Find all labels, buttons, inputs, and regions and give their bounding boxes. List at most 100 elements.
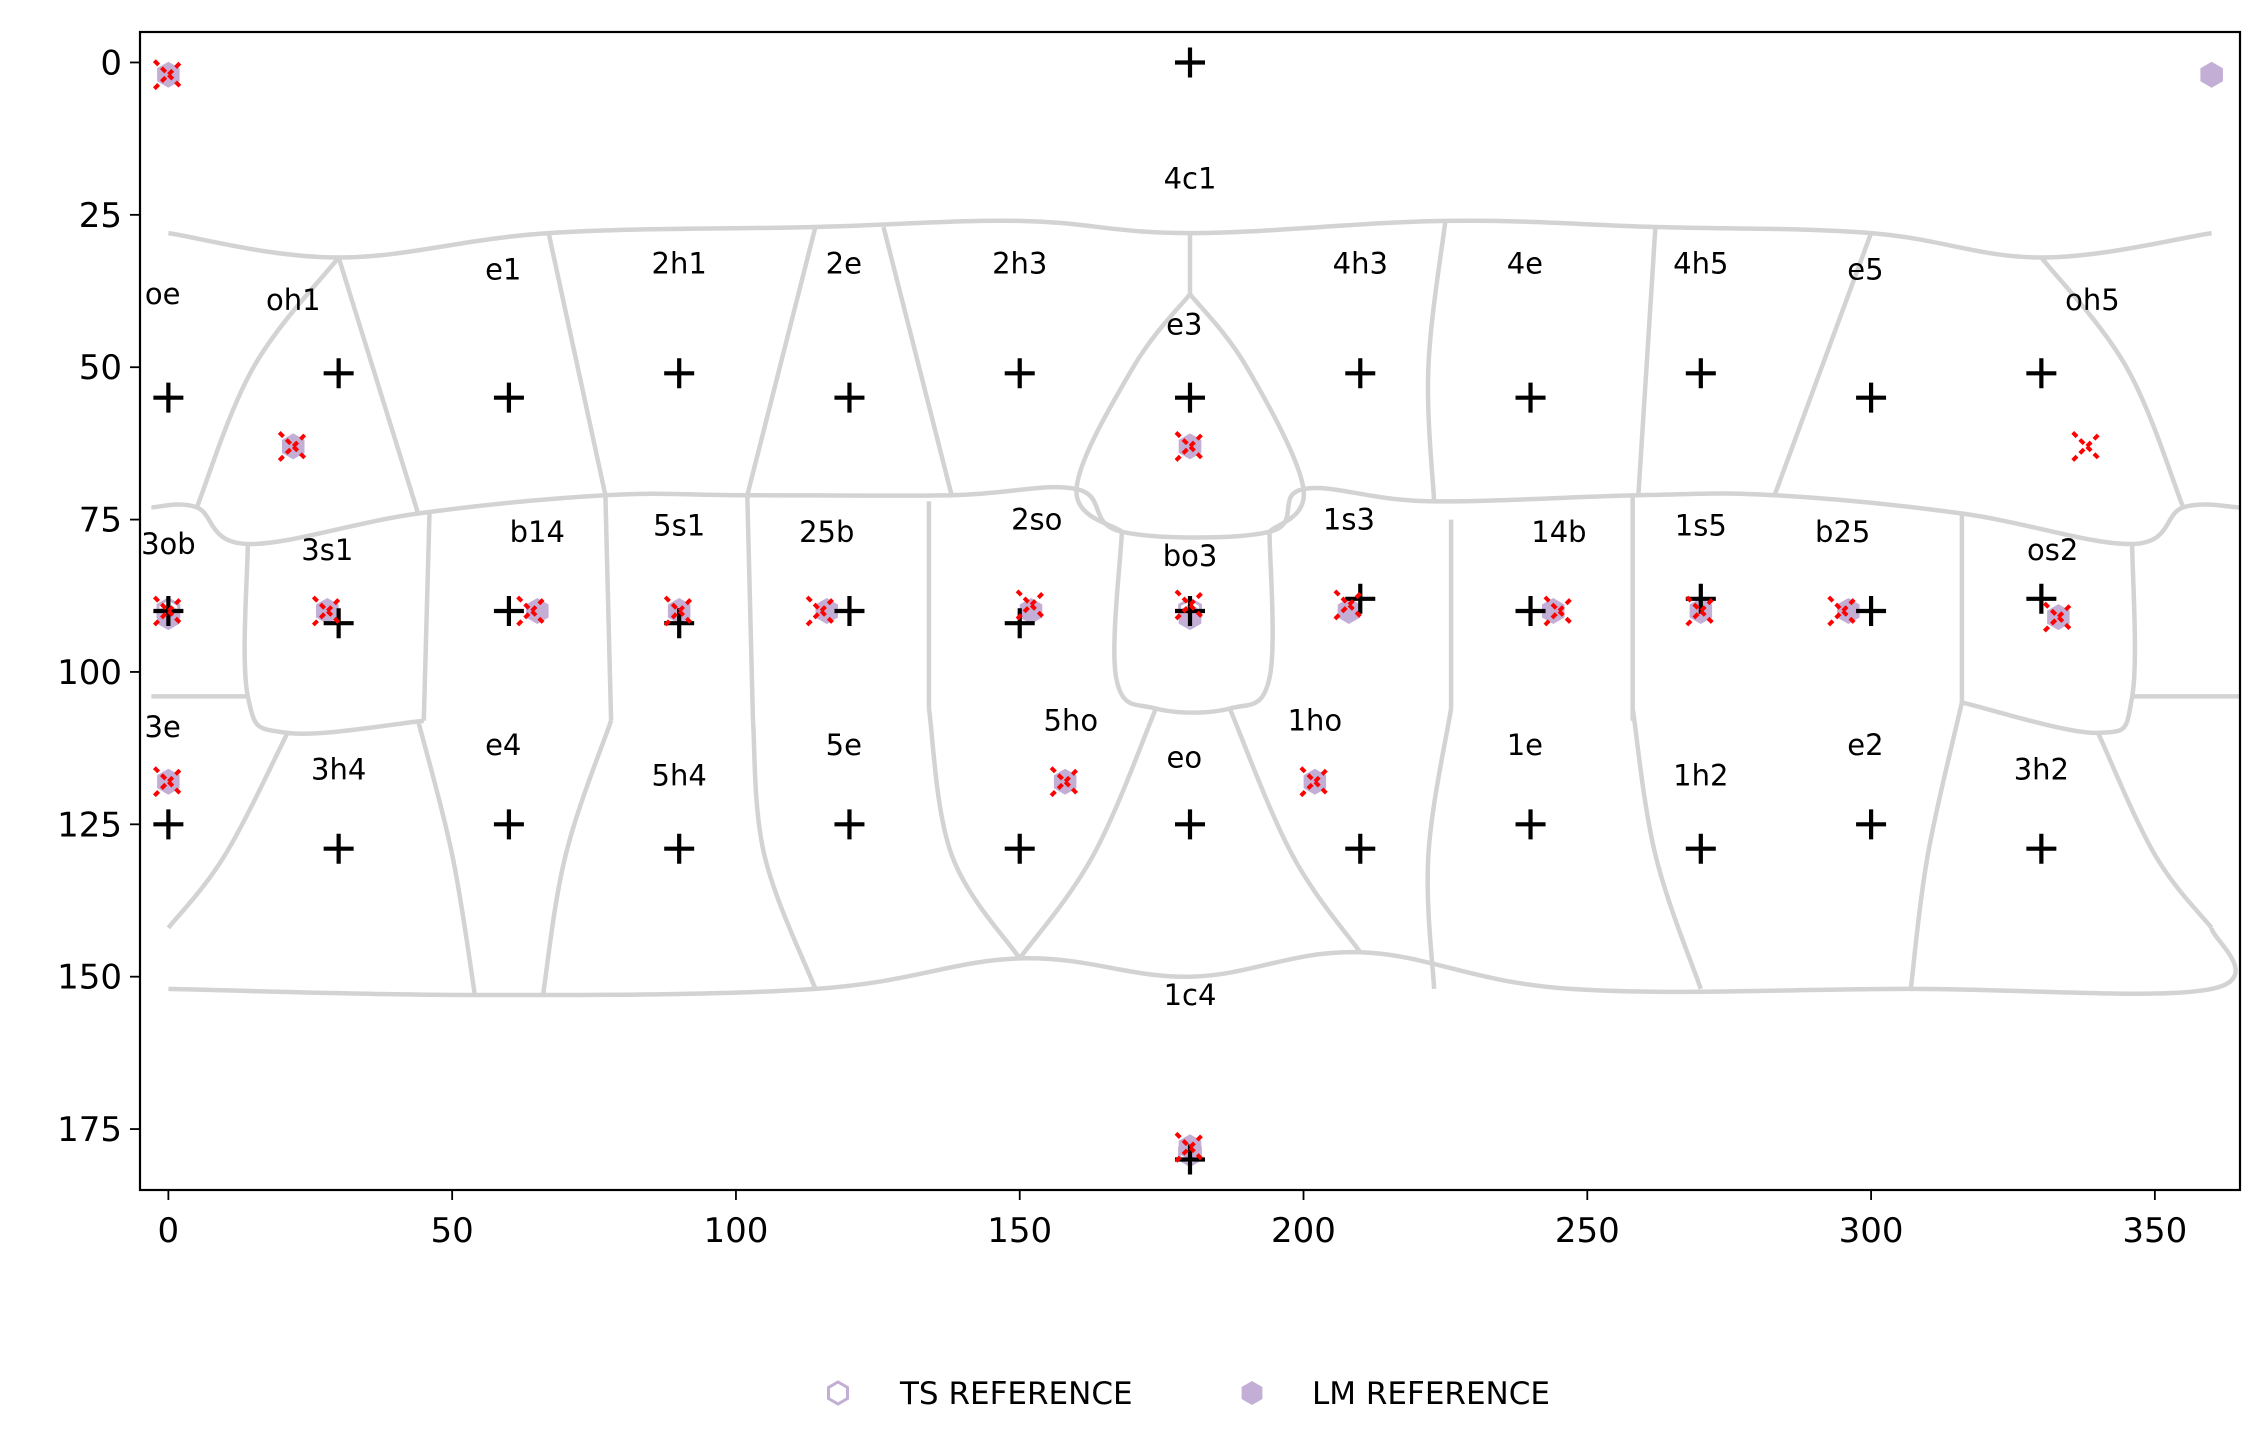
region-boundary <box>166 731 290 930</box>
plus-marker <box>1515 596 1546 626</box>
legend-lm-label: LM REFERENCE <box>1312 1376 1550 1412</box>
region-label: 5ho <box>1044 704 1099 738</box>
region-boundary <box>242 543 425 736</box>
region-label: e1 <box>485 253 521 287</box>
region-label: 3ob <box>141 527 196 561</box>
region-label: 5h4 <box>652 759 707 793</box>
region-boundary <box>750 720 818 990</box>
region-boundary <box>421 513 432 721</box>
plus-marker <box>493 596 524 626</box>
plus-marker <box>1856 382 1887 413</box>
region-boundary <box>1772 232 1874 496</box>
y-axis: 0 25 50 75 100 125 150 175 <box>57 43 140 1150</box>
region-boundaries <box>151 218 2241 998</box>
region-boundary <box>926 708 1022 960</box>
plus-marker <box>1345 583 1376 614</box>
plus-marker <box>1856 596 1887 626</box>
plus-marker <box>323 833 354 864</box>
region-label: 1c4 <box>1164 978 1217 1012</box>
plus-marker <box>1175 47 1205 78</box>
lm-reference-point <box>1542 598 1565 624</box>
lm-reference-point <box>1837 598 1860 624</box>
x-marker <box>1333 589 1365 621</box>
region-boundary <box>1908 701 1965 990</box>
plus-marker <box>1515 809 1546 840</box>
lm-reference-point <box>526 598 549 624</box>
region-labels: 4c1 oe oh1 e1 2h1 2e 2h3 e3 4h3 4e 4h5 e5 oh5 3ob 3s1 b… <box>141 161 2120 1012</box>
x-marker <box>1174 431 1206 462</box>
plus-marker <box>1515 382 1546 413</box>
region-label: b14 <box>510 515 565 549</box>
lm-reference-point <box>2200 61 2223 88</box>
region-label: eo <box>1167 740 1203 774</box>
plus-marker <box>1685 833 1716 864</box>
x-tick-label: 0 <box>158 1211 180 1251</box>
region-boundary <box>1188 292 1306 534</box>
x-marker <box>1049 766 1081 798</box>
x-marker <box>1174 1131 1206 1163</box>
region-label: e3 <box>1166 308 1202 342</box>
region-boundary <box>1227 707 1363 954</box>
x-tick-label: 50 <box>431 1211 474 1251</box>
region-boundary <box>540 719 614 996</box>
plus-marker <box>153 596 184 626</box>
x-marker <box>152 59 184 91</box>
y-tick-label: 125 <box>57 805 122 845</box>
lm-reference-point <box>1337 598 1361 624</box>
markers <box>152 47 2223 1175</box>
y-tick-label: 50 <box>79 348 122 388</box>
y-tick-label: 0 <box>100 43 122 83</box>
region-label: 4h5 <box>1673 247 1728 281</box>
x-marker <box>2042 601 2074 633</box>
region-boundary <box>1630 708 1703 990</box>
region-boundary <box>745 226 818 496</box>
plus-marker <box>153 382 184 413</box>
region-label: oe <box>145 277 181 311</box>
x-marker <box>805 595 837 627</box>
plus-marker <box>664 358 695 389</box>
plus-marker <box>1685 358 1716 389</box>
y-tick-label: 25 <box>79 196 122 236</box>
plus-marker <box>834 809 865 840</box>
plus-marker <box>834 596 865 626</box>
x-marker <box>663 595 695 627</box>
region-label: bo3 <box>1163 539 1218 573</box>
x-marker <box>1827 595 1859 627</box>
plus-marker <box>2026 358 2057 389</box>
x-tick-label: 200 <box>1271 1211 1336 1251</box>
region-boundary <box>745 495 756 721</box>
region-boundary <box>1112 531 1275 715</box>
region-label: 4h3 <box>1333 247 1388 281</box>
region-boundary <box>168 927 2238 998</box>
region-label: oh5 <box>2065 283 2120 317</box>
x-marker <box>1543 595 1575 627</box>
region-boundary <box>546 232 608 496</box>
plus-marker <box>1345 833 1376 864</box>
plot-frame <box>138 30 2242 1192</box>
region-label: 1e <box>1507 728 1543 762</box>
region-boundary <box>336 256 421 515</box>
region-label: oh1 <box>266 283 321 317</box>
region-boundary <box>415 720 478 996</box>
plus-marker <box>1004 358 1035 389</box>
plus-marker <box>493 382 524 413</box>
plus-marker <box>1345 358 1376 389</box>
region-label: 2e <box>826 247 862 281</box>
x-tick-label: 250 <box>1555 1211 1620 1251</box>
region-label: 1ho <box>1288 704 1343 738</box>
plus-marker <box>834 382 865 413</box>
region-boundary <box>1425 708 1454 990</box>
region-boundary <box>1961 543 2138 736</box>
y-tick-label: 150 <box>57 958 122 998</box>
plus-marker <box>2026 583 2057 614</box>
region-label: e5 <box>1847 253 1883 287</box>
plus-marker <box>664 833 695 864</box>
y-tick-label: 175 <box>57 1110 122 1150</box>
x-axis: 0 50 100 150 200 250 300 350 <box>158 1190 2187 1251</box>
legend-lm-marker <box>1241 1381 1263 1405</box>
region-label: 3h4 <box>311 752 366 786</box>
region-label: 25b <box>799 515 854 549</box>
region-label: e2 <box>1847 728 1883 762</box>
